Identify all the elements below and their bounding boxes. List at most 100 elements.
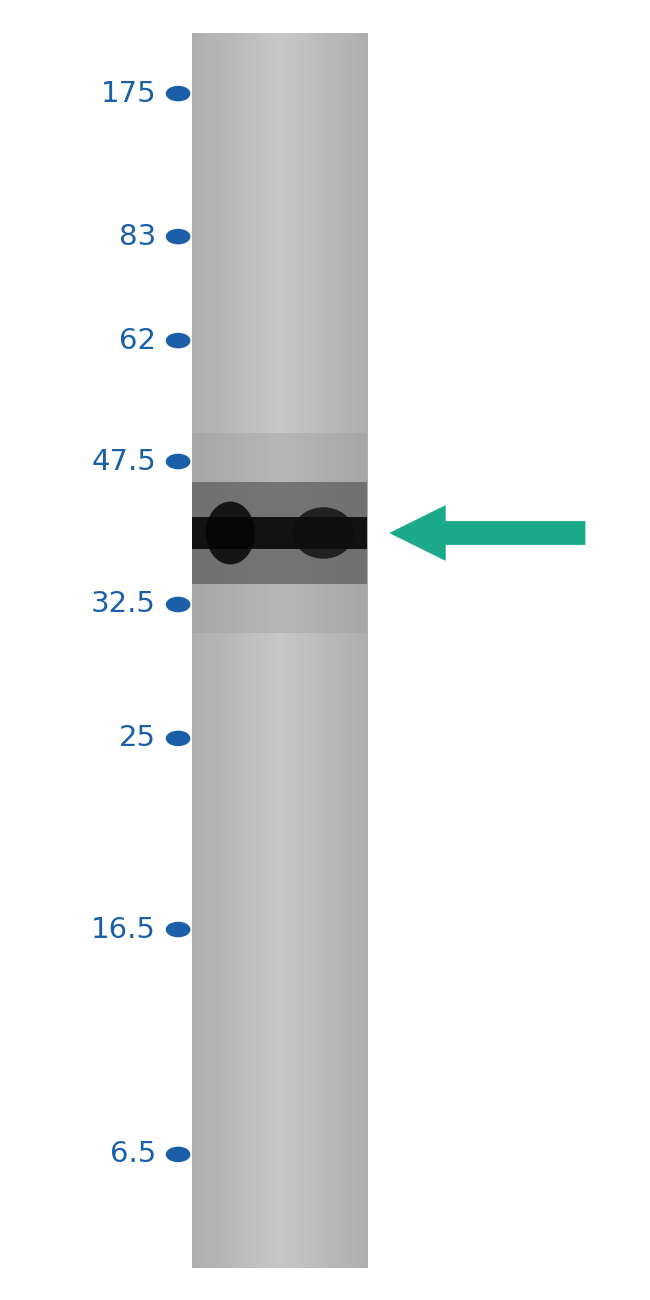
- Bar: [341, 32, 343, 1268]
- Bar: [335, 32, 337, 1268]
- Bar: [363, 32, 365, 1268]
- Bar: [316, 32, 318, 1268]
- Bar: [237, 32, 239, 1268]
- Bar: [348, 32, 350, 1268]
- Bar: [339, 32, 342, 1268]
- Bar: [366, 32, 368, 1268]
- Bar: [351, 32, 353, 1268]
- Bar: [259, 32, 261, 1268]
- Text: 47.5: 47.5: [91, 447, 156, 476]
- Bar: [278, 32, 280, 1268]
- Bar: [257, 32, 260, 1268]
- Bar: [241, 32, 244, 1268]
- Bar: [347, 32, 349, 1268]
- Ellipse shape: [166, 454, 190, 469]
- Ellipse shape: [166, 922, 190, 937]
- Bar: [203, 32, 205, 1268]
- Bar: [233, 32, 235, 1268]
- Bar: [247, 32, 250, 1268]
- Bar: [199, 32, 201, 1268]
- Bar: [274, 32, 276, 1268]
- Bar: [310, 32, 312, 1268]
- Bar: [272, 32, 274, 1268]
- Bar: [192, 517, 367, 549]
- Bar: [226, 32, 227, 1268]
- Bar: [277, 32, 279, 1268]
- Bar: [306, 32, 308, 1268]
- Ellipse shape: [292, 507, 354, 559]
- Bar: [262, 32, 264, 1268]
- Text: 6.5: 6.5: [110, 1140, 156, 1169]
- Bar: [200, 32, 203, 1268]
- Bar: [220, 32, 222, 1268]
- Bar: [282, 32, 285, 1268]
- Ellipse shape: [166, 229, 190, 244]
- Bar: [263, 32, 266, 1268]
- Bar: [208, 32, 210, 1268]
- Ellipse shape: [206, 502, 255, 564]
- Bar: [211, 32, 213, 1268]
- Bar: [231, 32, 233, 1268]
- Bar: [246, 32, 248, 1268]
- Text: 32.5: 32.5: [91, 590, 156, 619]
- Ellipse shape: [166, 597, 190, 612]
- Bar: [265, 32, 267, 1268]
- Bar: [255, 32, 257, 1268]
- Bar: [253, 32, 255, 1268]
- Bar: [239, 32, 240, 1268]
- Ellipse shape: [166, 333, 190, 348]
- Bar: [228, 32, 230, 1268]
- Bar: [250, 32, 252, 1268]
- Bar: [269, 32, 272, 1268]
- Bar: [354, 32, 356, 1268]
- Bar: [214, 32, 216, 1268]
- Bar: [284, 32, 286, 1268]
- Bar: [227, 32, 229, 1268]
- Bar: [332, 32, 334, 1268]
- Bar: [222, 32, 225, 1268]
- Bar: [322, 32, 324, 1268]
- Bar: [364, 32, 367, 1268]
- Bar: [234, 32, 236, 1268]
- Bar: [205, 32, 207, 1268]
- Bar: [235, 32, 238, 1268]
- Bar: [215, 32, 217, 1268]
- Bar: [244, 32, 246, 1268]
- Bar: [270, 32, 273, 1268]
- Bar: [304, 32, 307, 1268]
- Ellipse shape: [166, 86, 190, 101]
- Bar: [221, 32, 223, 1268]
- Bar: [297, 32, 299, 1268]
- Bar: [298, 32, 300, 1268]
- Bar: [266, 32, 268, 1268]
- Bar: [325, 32, 327, 1268]
- Bar: [307, 32, 309, 1268]
- Bar: [281, 32, 283, 1268]
- Bar: [209, 32, 211, 1268]
- Bar: [323, 32, 326, 1268]
- Bar: [243, 32, 245, 1268]
- Bar: [331, 32, 333, 1268]
- Bar: [344, 32, 346, 1268]
- Bar: [352, 32, 355, 1268]
- Bar: [292, 32, 294, 1268]
- Bar: [192, 433, 367, 633]
- Text: 25: 25: [119, 724, 156, 753]
- Bar: [291, 32, 293, 1268]
- Bar: [311, 32, 314, 1268]
- Bar: [309, 32, 311, 1268]
- Bar: [320, 32, 322, 1268]
- Bar: [193, 32, 195, 1268]
- Bar: [294, 32, 296, 1268]
- Bar: [240, 32, 242, 1268]
- Bar: [280, 32, 281, 1268]
- Bar: [333, 32, 336, 1268]
- Bar: [300, 32, 302, 1268]
- Bar: [249, 32, 251, 1268]
- Bar: [192, 481, 367, 585]
- Bar: [315, 32, 317, 1268]
- Text: 62: 62: [119, 326, 156, 355]
- Bar: [230, 32, 232, 1268]
- Polygon shape: [390, 506, 585, 560]
- Bar: [319, 32, 321, 1268]
